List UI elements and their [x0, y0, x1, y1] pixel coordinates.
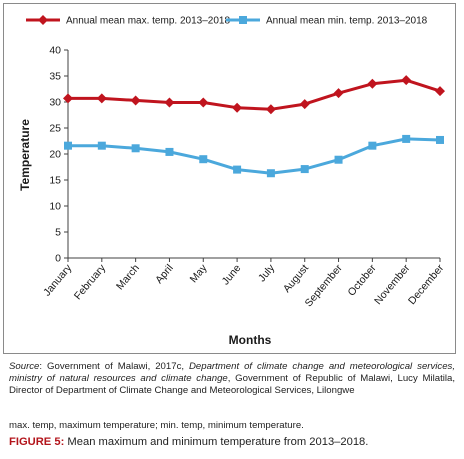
data-point — [299, 99, 310, 110]
x-tick-label: February — [72, 262, 109, 302]
source-text-1: : Government of Malawi, 2017c, — [39, 361, 189, 372]
figure-frame — [3, 3, 456, 354]
x-tick-label: October — [345, 262, 379, 299]
series-line — [68, 78, 441, 111]
series-2 — [64, 134, 444, 178]
data-point — [63, 93, 73, 104]
data-point — [333, 88, 344, 99]
source-title: Department of climate change and meteoro… — [9, 361, 456, 384]
data-point — [130, 95, 141, 106]
x-tick-label: January — [41, 262, 75, 299]
data-point — [233, 165, 242, 174]
x-tick-label: July — [256, 262, 278, 285]
y-tick-label: 20 — [49, 149, 61, 161]
x-tick-label: December — [406, 262, 447, 307]
legend-marker — [239, 16, 247, 24]
series-line — [68, 137, 441, 175]
data-point — [265, 104, 276, 115]
source-note: Source: Government of Malawi, 2017c, Dep… — [9, 361, 455, 397]
x-axis-title: Months — [229, 333, 272, 347]
x-tick-label: March — [114, 262, 142, 292]
chart-legend: Annual mean max. temp. 2013–2018 Annual m… — [26, 15, 428, 27]
y-tick-label: 35 — [49, 71, 61, 83]
data-point — [266, 169, 275, 178]
data-point — [334, 155, 343, 164]
y-tick-label: 10 — [49, 201, 61, 213]
figure-label: FIGURE 5: — [9, 436, 65, 448]
abbreviations-note: max. temp, maximum temperature; min. tem… — [9, 420, 304, 431]
data-point — [164, 97, 175, 108]
data-point — [198, 97, 209, 108]
data-point — [401, 75, 412, 86]
y-tick-label: 15 — [49, 175, 61, 187]
figure-caption-text: Mean maximum and minimum temperature fro… — [64, 436, 369, 448]
source-label: Source — [9, 361, 40, 372]
x-tick-label: June — [220, 262, 244, 287]
data-point — [367, 78, 378, 89]
data-point — [97, 141, 106, 150]
x-tick-label: May — [188, 262, 210, 285]
data-point — [368, 141, 377, 150]
data-point — [300, 165, 309, 174]
data-point — [436, 135, 444, 144]
y-tick-label: 40 — [49, 45, 61, 57]
legend-item-2: Annual mean min. temp. 2013–2018 — [226, 16, 428, 27]
data-point — [131, 144, 140, 153]
data-point — [402, 134, 411, 143]
y-tick-label: 5 — [55, 227, 61, 239]
source-text-2: , Government of Republic of Malawi, Lucy… — [9, 373, 456, 396]
legend-item-1: Annual mean max. temp. 2013–2018 — [26, 15, 230, 27]
y-axis-ticks: 0 5 10 15 20 25 30 35 40 — [49, 45, 68, 265]
y-tick-label: 0 — [55, 253, 61, 265]
series-1 — [63, 75, 445, 115]
data-point — [165, 147, 174, 156]
legend-label: Annual mean max. temp. 2013–2018 — [66, 16, 230, 27]
data-point — [64, 141, 72, 150]
y-axis-title: Temperature — [18, 119, 32, 191]
legend-label: Annual mean min. temp. 2013–2018 — [266, 16, 428, 27]
figure-caption: FIGURE 5: Mean maximum and minimum tempe… — [9, 436, 368, 448]
line-chart: Annual mean max. temp. 2013–2018 Annual m… — [18, 15, 447, 347]
data-point — [96, 93, 107, 104]
x-tick-label: August — [281, 262, 311, 295]
series-layer — [63, 75, 445, 178]
data-point — [435, 86, 445, 97]
data-point — [199, 155, 208, 164]
data-point — [232, 102, 243, 113]
x-tick-label: April — [153, 262, 176, 286]
y-tick-label: 30 — [49, 97, 61, 109]
legend-marker — [38, 15, 48, 25]
y-tick-label: 25 — [49, 123, 61, 135]
